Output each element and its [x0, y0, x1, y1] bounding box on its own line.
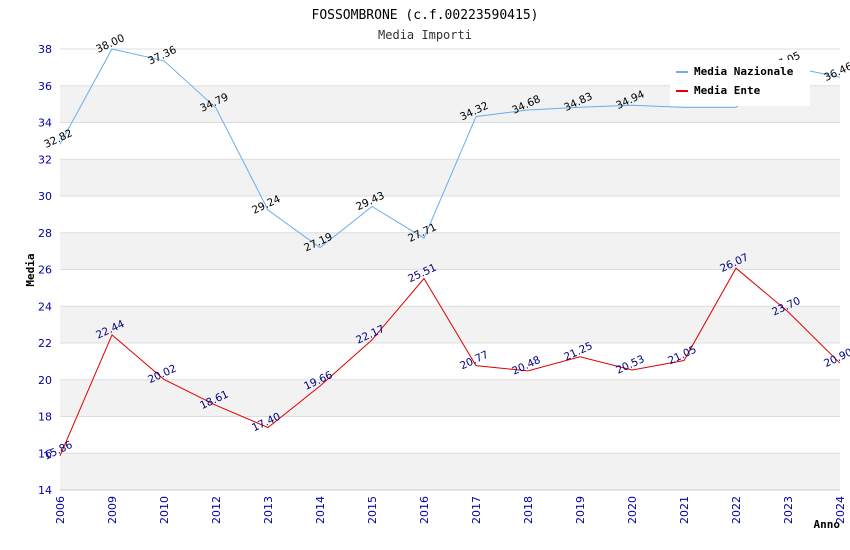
grid-band	[60, 416, 840, 454]
x-tick-label: 2009	[106, 496, 119, 524]
y-tick-label: 38	[38, 43, 52, 56]
y-tick-label: 16	[38, 447, 52, 460]
y-tick-label: 32	[38, 153, 52, 166]
x-tick-label: 2019	[574, 496, 587, 524]
x-tick-label: 2024	[834, 496, 847, 524]
x-tick-label: 2023	[782, 496, 795, 524]
x-tick-label: 2014	[314, 496, 327, 524]
y-tick-label: 22	[38, 337, 52, 350]
grid-band	[60, 269, 840, 307]
x-tick-label: 2022	[730, 496, 743, 524]
x-tick-label: 2015	[366, 496, 379, 524]
x-tick-label: 2018	[522, 496, 535, 524]
chart-title: FOSSOMBRONE (c.f.00223590415)	[312, 8, 539, 23]
y-tick-label: 36	[38, 80, 52, 93]
x-tick-labels: 2006 2009 2010 2012 2013 2014 2015 2016 2017 2018…	[54, 496, 847, 524]
y-tick-label: 28	[38, 227, 52, 240]
grid-band	[60, 379, 840, 417]
series-line-media-nazionale	[59, 48, 841, 249]
legend-label-media-ente: Media Ente	[694, 84, 761, 97]
y-tick-label: 20	[38, 374, 52, 387]
x-tick-label: 2012	[210, 496, 223, 524]
y-axis-label: Media	[24, 253, 37, 286]
background-bands	[60, 49, 840, 490]
grid-band	[60, 453, 840, 490]
y-tick-label: 26	[38, 264, 52, 277]
legend-box	[670, 60, 810, 106]
grid-band	[60, 122, 840, 160]
x-tick-label: 2016	[418, 496, 431, 524]
series-lines	[59, 48, 841, 456]
x-tick-label: 2013	[262, 496, 275, 524]
y-tick-labels: 14 16 18 20 22 24 26 28 30 32 34 36 38	[38, 43, 52, 497]
grid-band	[60, 232, 840, 270]
x-axis-label: Anno	[814, 518, 841, 531]
x-tick-label: 2006	[54, 496, 67, 524]
grid-band	[60, 343, 840, 380]
y-tick-label: 30	[38, 190, 52, 203]
legend: Media Nazionale Media Ente	[670, 60, 810, 106]
y-tick-label: 34	[38, 117, 52, 130]
chart-subtitle: Media Importi	[378, 28, 472, 42]
grid-band	[60, 196, 840, 233]
x-tick-label: 2017	[470, 496, 483, 524]
y-tick-label: 18	[38, 411, 52, 424]
grid-band	[60, 306, 840, 343]
x-tick-label: 2021	[678, 496, 691, 524]
x-tick-label: 2010	[158, 496, 171, 524]
x-tick-label: 2020	[626, 496, 639, 524]
legend-label-media-nazionale: Media Nazionale	[694, 65, 794, 78]
y-tick-label: 14	[38, 484, 52, 497]
series-line-media-ente	[59, 267, 841, 456]
y-tick-label: 24	[38, 300, 52, 313]
